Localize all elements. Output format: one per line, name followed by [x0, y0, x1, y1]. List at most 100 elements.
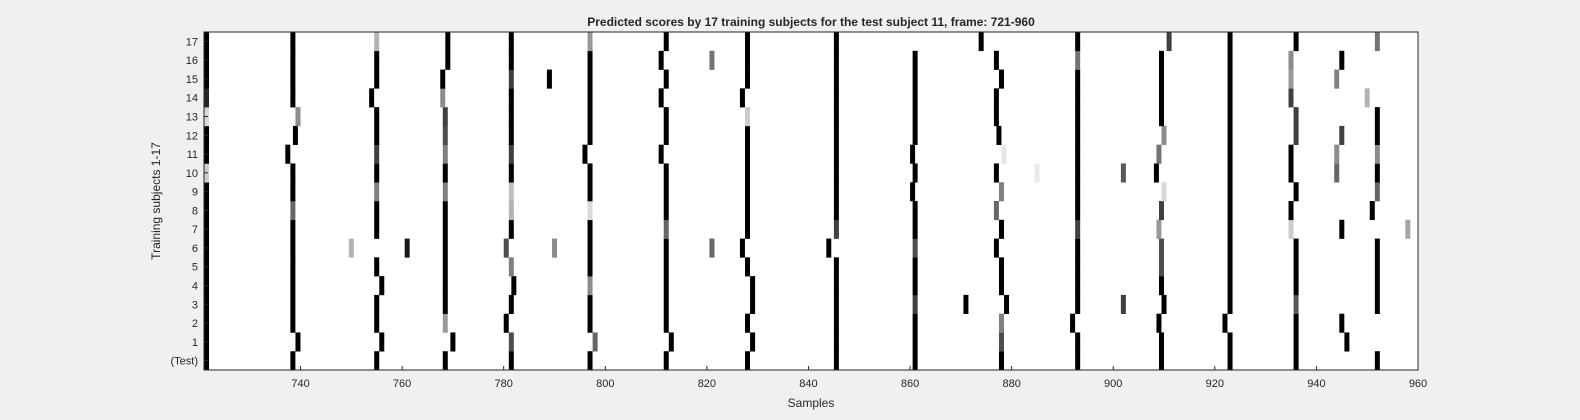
heatmap-cell — [292, 125, 298, 145]
heatmap-cell — [1364, 88, 1370, 108]
heatmap-cell — [442, 257, 448, 277]
y-tick-label: 7 — [192, 224, 198, 236]
heatmap-cell — [912, 276, 918, 296]
heatmap-cell — [1161, 125, 1167, 145]
heatmap-cell — [663, 219, 669, 239]
heatmap-cell — [1293, 238, 1299, 258]
heatmap-cell — [1374, 163, 1380, 183]
heatmap-cell — [592, 332, 598, 352]
heatmap-cell — [290, 69, 296, 89]
heatmap-cell — [1288, 50, 1294, 70]
heatmap-cell — [442, 107, 448, 127]
heatmap-cell — [1222, 313, 1228, 333]
heatmap-cell — [1374, 351, 1380, 371]
heatmap-cell — [1334, 144, 1340, 164]
heatmap-cell — [912, 313, 918, 333]
heatmap-cell — [442, 294, 448, 314]
heatmap-cell — [663, 125, 669, 145]
heatmap-cell — [440, 88, 446, 108]
heatmap-cell — [508, 88, 514, 108]
heatmap-cell — [1227, 257, 1233, 277]
heatmap-cell — [374, 144, 380, 164]
heatmap-cell — [745, 50, 751, 70]
heatmap-cell — [993, 201, 999, 221]
y-tick-label: 4 — [192, 281, 198, 293]
heatmap-cell — [551, 238, 557, 258]
heatmap-cell — [1293, 313, 1299, 333]
heatmap-cell — [739, 238, 745, 258]
heatmap-cell — [587, 163, 593, 183]
heatmap-cell — [1227, 201, 1233, 221]
heatmap-cell — [374, 125, 380, 145]
heatmap-cell — [1227, 238, 1233, 258]
heatmap-cell — [374, 351, 380, 371]
x-tick-label: 760 — [393, 378, 411, 390]
heatmap-cell — [503, 313, 509, 333]
heatmap-cell — [1158, 351, 1164, 371]
heatmap-cell — [508, 69, 514, 89]
heatmap-cell — [508, 294, 514, 314]
heatmap-cell — [374, 294, 380, 314]
heatmap-cell — [582, 144, 588, 164]
heatmap-cell — [1288, 144, 1294, 164]
heatmap-cell — [450, 332, 456, 352]
heatmap-cell — [663, 201, 669, 221]
heatmap-cell — [1288, 69, 1294, 89]
heatmap-cell — [1374, 107, 1380, 127]
heatmap-cell — [912, 294, 918, 314]
heatmap-cell — [998, 276, 1004, 296]
heatmap-cell — [546, 69, 552, 89]
heatmap-cell — [745, 32, 751, 52]
heatmap-cell — [1405, 219, 1411, 239]
heatmap-cell — [745, 69, 751, 89]
heatmap-cell — [998, 219, 1004, 239]
heatmap-cell — [1227, 332, 1233, 352]
heatmap-cell — [587, 88, 593, 108]
heatmap-cell — [1374, 32, 1380, 52]
heatmap-cell — [1227, 351, 1233, 371]
heatmap-cell — [1344, 332, 1350, 352]
heatmap-cell — [1334, 163, 1340, 183]
heatmap-cell — [998, 69, 1004, 89]
heatmap-cell — [1075, 32, 1081, 52]
heatmap-cell — [833, 313, 839, 333]
x-tick-label: 960 — [1409, 378, 1427, 390]
x-tick-label: 840 — [799, 378, 817, 390]
heatmap-cell — [912, 69, 918, 89]
heatmap-cell — [1158, 257, 1164, 277]
heatmap-cell — [1227, 163, 1233, 183]
x-tick-label: 860 — [901, 378, 919, 390]
heatmap-cell — [1293, 351, 1299, 371]
heatmap-cell — [1227, 219, 1233, 239]
heatmap-cell — [658, 144, 664, 164]
y-tick-label: 13 — [186, 112, 198, 124]
heatmap-cell — [369, 88, 375, 108]
heatmap-cell — [442, 182, 448, 202]
heatmap-cell — [1075, 69, 1081, 89]
heatmap-cell — [663, 107, 669, 127]
heatmap-cell — [1070, 313, 1076, 333]
heatmap-cells — [204, 32, 1411, 371]
heatmap-cell — [587, 238, 593, 258]
heatmap-cell — [1161, 182, 1167, 202]
y-tick-label: 3 — [192, 299, 198, 311]
heatmap-cell — [290, 351, 296, 371]
heatmap-cell — [587, 107, 593, 127]
heatmap-cell — [750, 276, 756, 296]
heatmap-cell — [1374, 144, 1380, 164]
heatmap-cell — [285, 144, 291, 164]
heatmap-cell — [998, 351, 1004, 371]
heatmap-cell — [1227, 276, 1233, 296]
heatmap-cell — [442, 201, 448, 221]
heatmap-cell — [833, 107, 839, 127]
chart-title: Predicted scores by 17 training subjects… — [587, 15, 1035, 29]
y-tick-label: 16 — [186, 55, 198, 67]
heatmap-cell — [503, 238, 509, 258]
heatmap-cell — [442, 144, 448, 164]
heatmap-cell — [1075, 257, 1081, 277]
y-tick-label: 12 — [186, 130, 198, 142]
heatmap-cell — [290, 238, 296, 258]
heatmap-cell — [912, 163, 918, 183]
heatmap-cell — [658, 50, 664, 70]
heatmap-cell — [442, 351, 448, 371]
